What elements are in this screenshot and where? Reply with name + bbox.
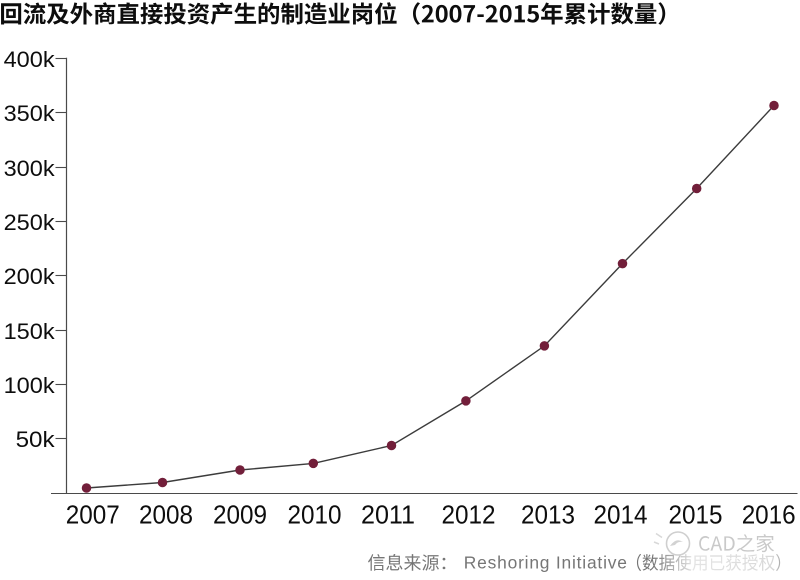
svg-text:2007: 2007 [66, 500, 120, 530]
svg-text:200k: 200k [4, 264, 56, 289]
svg-text:50k: 50k [16, 427, 56, 452]
svg-text:100k: 100k [4, 373, 56, 398]
svg-text:350k: 350k [4, 101, 56, 126]
svg-text:400k: 400k [4, 47, 56, 72]
svg-text:300k: 300k [4, 156, 56, 181]
svg-text:150k: 150k [4, 319, 56, 344]
svg-text:2014: 2014 [594, 500, 648, 530]
svg-text:2008: 2008 [139, 500, 193, 530]
svg-text:2010: 2010 [288, 500, 342, 530]
svg-text:2012: 2012 [442, 500, 496, 530]
svg-text:250k: 250k [4, 210, 56, 235]
svg-text:Reshoring Initiative: Reshoring Initiative [464, 552, 628, 572]
svg-text:2009: 2009 [213, 500, 267, 530]
svg-text:2013: 2013 [521, 500, 575, 530]
svg-text:2011: 2011 [361, 500, 415, 530]
